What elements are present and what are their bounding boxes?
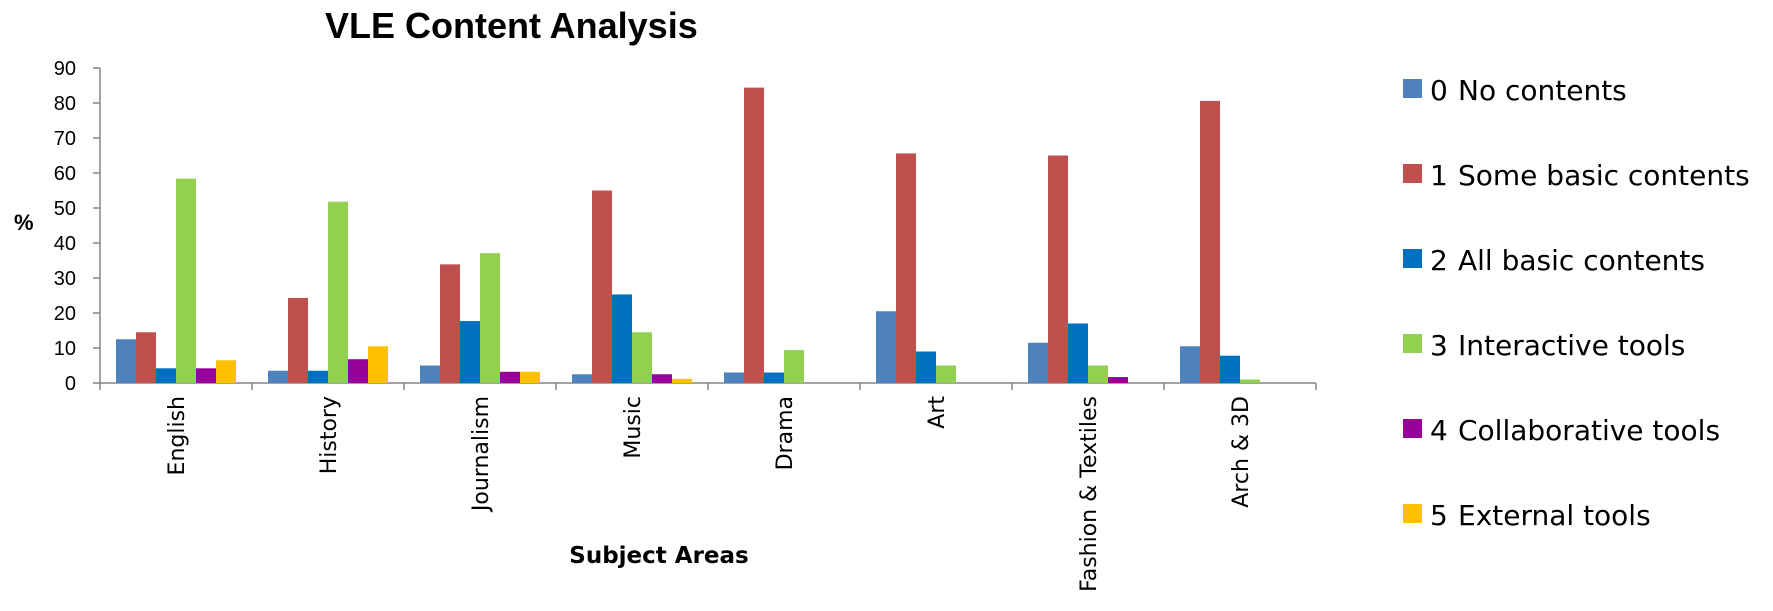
bar xyxy=(1028,342,1048,383)
bar xyxy=(572,374,592,383)
bar xyxy=(1088,365,1108,383)
legend-label: All basic contents xyxy=(1458,244,1705,277)
legend-code: 5 xyxy=(1430,499,1448,532)
bar xyxy=(1108,377,1128,383)
bar xyxy=(116,339,136,383)
bar xyxy=(896,153,916,383)
x-tick-label: Art xyxy=(925,396,950,429)
bar xyxy=(136,332,156,383)
bar xyxy=(764,372,784,383)
x-tick-label: English xyxy=(165,396,190,475)
legend-label: No contents xyxy=(1458,74,1627,107)
bar xyxy=(156,368,176,383)
bar xyxy=(520,371,540,383)
y-tick-label: 30 xyxy=(54,268,76,290)
y-axis-label: % xyxy=(14,210,34,235)
bar xyxy=(420,365,440,383)
y-tick-label: 50 xyxy=(54,198,76,220)
x-tick-label: Music xyxy=(621,396,646,459)
legend-code: 0 xyxy=(1430,74,1448,107)
bar xyxy=(1200,100,1220,384)
bar xyxy=(268,370,288,383)
legend-swatch xyxy=(1403,79,1422,98)
legend-swatch xyxy=(1403,334,1422,353)
y-tick-label: 20 xyxy=(54,303,76,325)
bar xyxy=(632,332,652,383)
y-tick-label: 0 xyxy=(65,373,76,395)
legend-label: External tools xyxy=(1458,499,1651,532)
bar xyxy=(308,370,328,383)
bar xyxy=(652,374,672,383)
legend-label: Some basic contents xyxy=(1458,159,1750,192)
x-tick-label: History xyxy=(317,396,342,474)
legend-code: 3 xyxy=(1430,329,1448,362)
bar xyxy=(460,321,480,383)
legend-code: 4 xyxy=(1430,414,1448,447)
y-tick-label: 70 xyxy=(54,128,76,150)
legend-swatch xyxy=(1403,249,1422,268)
y-tick-label: 80 xyxy=(54,93,76,115)
bar xyxy=(288,297,308,383)
y-tick-label: 60 xyxy=(54,163,76,185)
bar xyxy=(500,371,520,383)
chart-axes: 0 10 20 30 40 50 60 70 80 90 xyxy=(54,58,1317,395)
x-tick-labels: English History Journalism Music Drama Art Fas… xyxy=(165,396,1254,592)
y-tick-label: 90 xyxy=(54,58,76,80)
chart-title: VLE Content Analysis xyxy=(325,5,698,46)
bar xyxy=(592,190,612,383)
y-tick-label: 10 xyxy=(54,338,76,360)
x-tick-label: Arch & 3D xyxy=(1229,396,1254,508)
legend-code: 2 xyxy=(1430,244,1448,277)
bar xyxy=(196,368,216,383)
bar xyxy=(1048,155,1068,383)
bar xyxy=(876,311,896,383)
bar xyxy=(612,294,632,383)
bar xyxy=(176,178,196,383)
legend-label: Interactive tools xyxy=(1458,329,1685,362)
y-tick-label: 40 xyxy=(54,233,76,255)
legend-swatch xyxy=(1403,504,1422,523)
x-axis-label: Subject Areas xyxy=(569,543,748,569)
bar xyxy=(784,350,804,383)
x-tick-label: Journalism xyxy=(469,396,494,513)
legend-swatch xyxy=(1403,164,1422,183)
bar xyxy=(1068,323,1088,383)
bar xyxy=(368,346,388,383)
bar xyxy=(348,359,368,383)
chart-bars xyxy=(116,87,1260,384)
bar xyxy=(672,378,692,383)
bar xyxy=(936,365,956,383)
bar xyxy=(328,201,348,383)
bar xyxy=(916,351,936,383)
legend-code: 1 xyxy=(1430,159,1448,192)
bar xyxy=(480,253,500,383)
x-tick-label: Drama xyxy=(773,396,798,470)
bar xyxy=(724,372,744,383)
chart-legend: 0 No contents 1 Some basic contents 2 All bas… xyxy=(1403,74,1750,532)
bar xyxy=(440,264,460,383)
x-tick-label: Fashion & Textiles xyxy=(1077,396,1102,592)
bar xyxy=(1180,346,1200,383)
bar xyxy=(744,87,764,383)
bar xyxy=(1240,379,1260,383)
legend-swatch xyxy=(1403,419,1422,438)
bar xyxy=(1220,355,1240,383)
legend-label: Collaborative tools xyxy=(1458,414,1720,447)
bar xyxy=(216,360,236,383)
